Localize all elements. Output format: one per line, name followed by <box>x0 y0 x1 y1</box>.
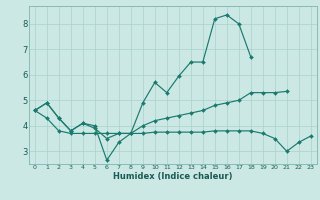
X-axis label: Humidex (Indice chaleur): Humidex (Indice chaleur) <box>113 172 233 181</box>
